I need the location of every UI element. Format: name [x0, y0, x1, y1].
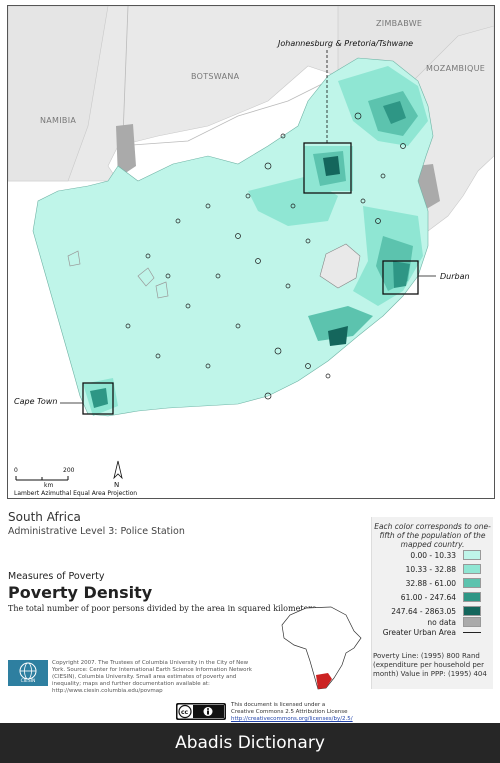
legend-label-urban: Greater Urban Area [382, 628, 456, 637]
projection-label: Lambert Azimuthal Equal Area Projection [14, 490, 138, 497]
label-mozambique: MOZAMBIQUE [426, 64, 486, 73]
map-frame: ZIMBABWE BOTSWANA MOZAMBIQUE NAMIBIA Joh… [7, 5, 495, 499]
legend-swatch-no-data [463, 617, 481, 627]
legend-swatch [463, 592, 481, 602]
license-link[interactable]: http://creativecommons.org/licenses/by/2… [231, 716, 353, 722]
legend-row-no-data: no data [372, 617, 493, 629]
density-class5-region [328, 326, 348, 346]
density-class3-region [308, 306, 373, 341]
legend-label: 32.88 - 61.00 [405, 579, 456, 588]
footer-bar: Abadis Dictionary [0, 723, 500, 763]
legend: Each color corresponds to one-fifth of t… [371, 517, 493, 689]
legend-swatch [463, 564, 481, 574]
legend-swatch [463, 606, 481, 616]
border-line [122, 6, 129, 137]
poverty-line-note: Poverty Line: (1995) 800 Rand (expenditu… [373, 652, 487, 678]
gray-outlines [67, 250, 169, 299]
density-class4-region [90, 388, 108, 408]
scale-zero: 0 [14, 467, 18, 474]
africa-locator-map [281, 606, 362, 690]
ciesin-logo: CIESIN [8, 660, 48, 686]
scale-unit: km [44, 482, 54, 489]
license-line2: Creative Commons 2.5 Attribution License [231, 709, 348, 715]
legend-swatch [463, 550, 481, 560]
legend-label: 10.33 - 32.88 [405, 565, 456, 574]
measures-heading: Measures of Poverty [8, 571, 105, 582]
label-zimbabwe: ZIMBABWE [376, 19, 423, 28]
admin-level: Administrative Level 3: Police Station [8, 526, 185, 537]
legend-label: 61.00 - 247.64 [400, 593, 456, 602]
measure-title: Poverty Density [8, 583, 153, 602]
legend-note: Each color corresponds to one-fifth of t… [374, 522, 491, 549]
poverty-density-map [8, 6, 494, 498]
namibia-region [8, 6, 109, 182]
scale-200: 200 [63, 467, 75, 474]
south-africa-highlight [316, 673, 332, 689]
legend-row: 0.00 - 10.33 [372, 550, 493, 562]
north-arrow-icon [113, 460, 123, 480]
density-class5-region [323, 156, 340, 176]
legend-label: 247.64 - 2863.05 [391, 607, 456, 616]
lesotho [319, 243, 361, 289]
durban-box [382, 260, 419, 295]
legend-label: 0.00 - 10.33 [410, 551, 456, 560]
label-namibia: NAMIBIA [40, 116, 77, 125]
label-botswana: BOTSWANA [191, 72, 240, 81]
legend-row: 32.88 - 61.00 [372, 578, 493, 590]
title-block: South Africa Administrative Level 3: Pol… [8, 510, 185, 537]
urban-area-outlines [125, 112, 406, 400]
legend-line-urban [463, 632, 481, 633]
label-durban: Durban [440, 272, 470, 281]
legend-row: 61.00 - 247.64 [372, 592, 493, 604]
creative-commons-badge[interactable]: cc [176, 703, 226, 720]
label-cape-town: Cape Town [14, 397, 58, 406]
legend-row: 247.64 - 2863.05 [372, 606, 493, 618]
country-title: South Africa [8, 510, 81, 524]
johannesburg-box [303, 142, 352, 194]
border-line [117, 80, 329, 147]
no-data-area [116, 124, 136, 178]
measure-description: The total number of poor persons divided… [8, 604, 319, 613]
copyright-text: Copyright 2007. The Trustees of Columbia… [52, 660, 252, 694]
legend-swatch [463, 578, 481, 588]
density-class4-region [383, 101, 406, 124]
cape-town-box [82, 382, 114, 415]
label-johannesburg: Johannesburg & Pretoria/Tshwane [278, 39, 414, 48]
svg-text:cc: cc [181, 709, 189, 716]
ciesin-logo-text: CIESIN [20, 679, 36, 684]
north-label: N [114, 481, 120, 489]
cc-icon: cc [176, 703, 226, 720]
legend-row: 10.33 - 32.88 [372, 564, 493, 576]
legend-label-no-data: no data [427, 618, 456, 627]
legend-row-urban: Greater Urban Area [372, 627, 493, 639]
ciesin-globe-icon [19, 662, 37, 680]
license-text: This document is licensed under a Creati… [231, 702, 353, 723]
density-class4-region [393, 261, 410, 288]
footer-title: Abadis Dictionary [175, 733, 325, 753]
license-line1: This document is licensed under a [231, 702, 326, 708]
